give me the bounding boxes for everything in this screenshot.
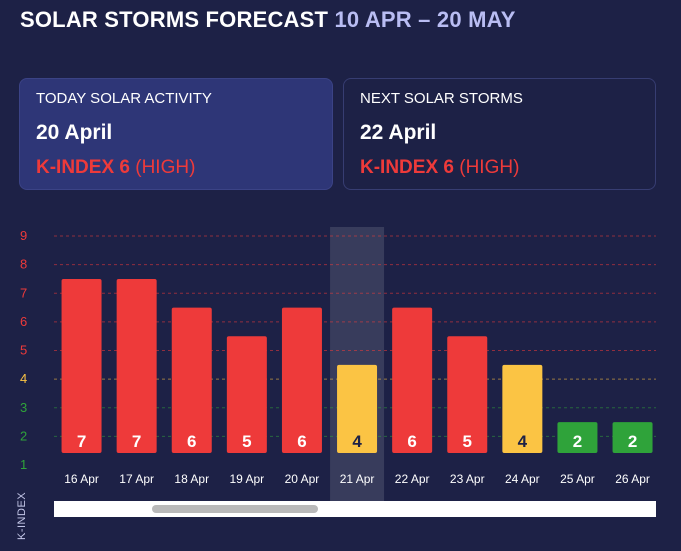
next-card-label: NEXT SOLAR STORMS xyxy=(360,90,523,107)
next-card-date: 22 April xyxy=(360,121,437,144)
bar-value-label: 4 xyxy=(352,432,362,451)
bar-17-apr xyxy=(116,278,157,453)
next-kindex-value: K-INDEX 6 xyxy=(360,157,454,178)
bar-value-label: 2 xyxy=(573,432,582,451)
bar-26-apr xyxy=(612,422,653,453)
x-tick-label: 19 Apr xyxy=(229,472,264,486)
bar-22-apr xyxy=(392,307,433,453)
today-card-label: TODAY SOLAR ACTIVITY xyxy=(36,90,212,107)
today-kindex-value: K-INDEX 6 xyxy=(36,157,130,178)
bar-value-label: 6 xyxy=(297,432,306,451)
x-tick-label: 22 Apr xyxy=(395,472,430,486)
x-tick-label: 16 Apr xyxy=(64,472,99,486)
bar-19-apr xyxy=(226,336,267,453)
x-tick-label: 26 Apr xyxy=(615,472,650,486)
y-tick-label: 1 xyxy=(20,457,27,472)
y-tick-label: 4 xyxy=(20,371,27,386)
y-tick-label: 6 xyxy=(20,314,27,329)
x-tick-label: 20 Apr xyxy=(285,472,320,486)
next-kindex-level: (HIGH) xyxy=(459,157,520,178)
today-kindex-level: (HIGH) xyxy=(135,157,196,178)
x-tick-label: 18 Apr xyxy=(174,472,209,486)
x-tick-label: 21 Apr xyxy=(340,472,375,486)
next-card-kindex: K-INDEX 6 (HIGH) xyxy=(360,157,639,179)
title-text: SOLAR STORMS FORECAST xyxy=(20,7,329,32)
bar-25-apr xyxy=(557,422,598,453)
y-tick-label: 7 xyxy=(20,285,27,300)
bar-value-label: 7 xyxy=(132,432,141,451)
bar-16-apr xyxy=(61,278,102,453)
kindex-bar-chart: 1 2 3 4 5 6 7 8 9 7 16 Apr 7 17 Apr 6 18 Apr 5 19 Apr 6 20… xyxy=(20,227,656,501)
today-card-kindex: K-INDEX 6 (HIGH) xyxy=(36,157,316,179)
today-card-date: 20 April xyxy=(36,121,113,144)
x-tick-label: 24 Apr xyxy=(505,472,540,486)
bar-value-label: 2 xyxy=(628,432,637,451)
bar-value-label: 5 xyxy=(463,432,472,451)
y-tick-label: 5 xyxy=(20,343,27,358)
bar-20-apr xyxy=(281,307,322,453)
today-activity-card: TODAY SOLAR ACTIVITY 20 April K-INDEX 6 … xyxy=(19,78,333,190)
y-tick-label: 8 xyxy=(20,257,27,272)
bar-21-apr xyxy=(337,364,378,453)
bar-value-label: 6 xyxy=(407,432,416,451)
y-tick-label: 9 xyxy=(20,228,27,243)
bar-value-label: 7 xyxy=(77,432,86,451)
bar-value-label: 5 xyxy=(242,432,251,451)
highlight-column xyxy=(330,227,385,501)
page-title: SOLAR STORMS FORECAST 10 APR – 20 MAY xyxy=(20,7,516,33)
chart-scrollbar[interactable] xyxy=(54,501,656,517)
date-range: 10 APR – 20 MAY xyxy=(334,7,516,32)
y-tick-label: 3 xyxy=(20,400,27,415)
bar-23-apr xyxy=(447,336,488,453)
bar-value-label: 4 xyxy=(518,432,528,451)
scrollbar-thumb[interactable] xyxy=(152,505,318,513)
bar-value-label: 6 xyxy=(187,432,196,451)
y-axis-label: K-INDEX xyxy=(16,491,28,540)
next-storms-card[interactable]: NEXT SOLAR STORMS 22 April K-INDEX 6 (HI… xyxy=(343,78,656,190)
bar-24-apr xyxy=(502,364,543,453)
y-tick-label: 2 xyxy=(20,428,27,443)
x-tick-label: 17 Apr xyxy=(119,472,154,486)
x-tick-label: 25 Apr xyxy=(560,472,595,486)
bar-18-apr xyxy=(171,307,212,453)
x-tick-label: 23 Apr xyxy=(450,472,485,486)
